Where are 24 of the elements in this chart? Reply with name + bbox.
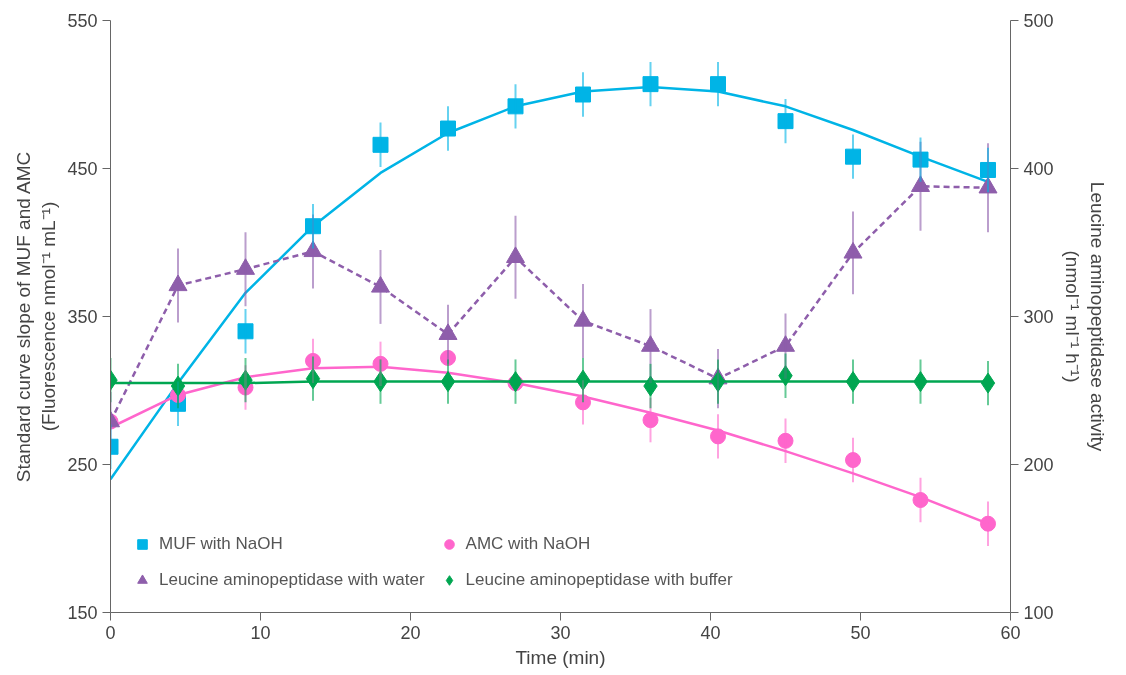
x-tick-label: 10 xyxy=(250,622,271,643)
x-tick-label: 60 xyxy=(1000,622,1021,643)
x-tick-label: 30 xyxy=(550,622,571,643)
y2-tick-label: 400 xyxy=(1023,159,1054,179)
x-tick-label: 50 xyxy=(850,622,871,643)
legend-label: AMC with NaOH xyxy=(465,534,591,554)
y2-axis-title: Leucine aminopeptidase activity (nmol⁻¹ ml⁻¹ h⁻¹) xyxy=(1061,181,1108,452)
legend-label: Leucine aminopeptidase with buffer xyxy=(465,570,733,590)
legend-label: MUF with NaOH xyxy=(159,534,283,554)
x-tick-label: 20 xyxy=(400,622,421,643)
x-axis-title: Time (min) xyxy=(515,646,606,668)
x-tick-label: 40 xyxy=(700,622,721,643)
y-tick-label: 450 xyxy=(67,159,98,179)
x-tick-label: 0 xyxy=(105,622,116,643)
y-tick-label: 350 xyxy=(67,307,98,327)
y2-tick-label: 300 xyxy=(1023,307,1054,327)
y2-tick-label: 500 xyxy=(1023,11,1054,31)
y2-tick-label: 200 xyxy=(1023,455,1054,475)
y-tick-label: 150 xyxy=(67,603,98,623)
y-tick-label: 550 xyxy=(67,11,98,31)
y-tick-label: 250 xyxy=(67,455,98,475)
y2-tick-label: 100 xyxy=(1023,603,1054,623)
y-axis-title: Standard curve slope of MUF and AMC (Fluorescence nmol⁻¹ mL⁻¹) xyxy=(13,151,60,483)
legend-label: Leucine aminopeptidase with water xyxy=(159,570,425,590)
